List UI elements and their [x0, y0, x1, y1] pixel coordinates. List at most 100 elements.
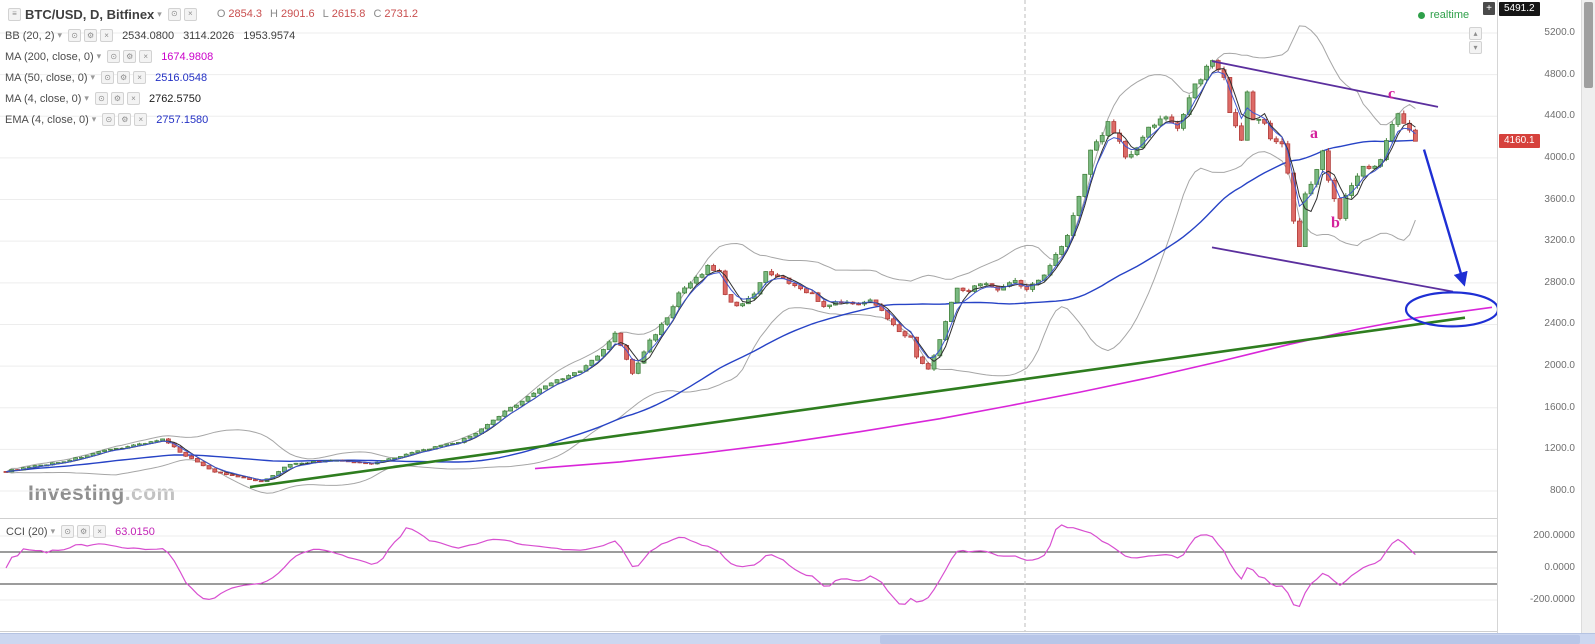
session-high-badge: 5491.2: [1499, 2, 1540, 16]
price-tick-label: 3600.0: [1544, 193, 1575, 205]
indicator-value: 1953.9574: [243, 29, 296, 42]
horizontal-scrollbar[interactable]: [0, 633, 1595, 644]
visibility-icon[interactable]: ⊙: [107, 50, 121, 63]
price-tick-label: 2800.0: [1544, 276, 1575, 288]
grid-lines: [0, 0, 1497, 632]
cci-tick-label: 0.0000: [1544, 562, 1575, 573]
support-trendline[interactable]: [249, 316, 1466, 489]
ohlc-label-c: C: [373, 8, 382, 20]
close-icon[interactable]: ×: [133, 71, 147, 84]
price-tick-label: 1200.0: [1544, 443, 1575, 455]
settings-icon[interactable]: ⚙: [117, 71, 131, 84]
menu-icon[interactable]: ≡: [8, 7, 21, 21]
visibility-icon[interactable]: ⊙: [101, 71, 115, 84]
indicator-row-ma4: MA (4, close, 0) ▾ ⊙ ⚙ × 2762.5750: [5, 88, 418, 109]
wave-label-c[interactable]: c: [1388, 86, 1395, 103]
indicator-row-ma200: MA (200, close, 0) ▾ ⊙ ⚙ × 1674.9808: [5, 46, 418, 67]
vertical-scrollbar-thumb[interactable]: [1584, 2, 1593, 88]
indicator-list: BB (20, 2) ▾ ⊙ ⚙ × 2534.0800 3114.2026 1953.957…: [5, 25, 418, 130]
cci-indicator-name[interactable]: CCI (20): [6, 525, 48, 538]
ohlc-label-o: O: [216, 8, 226, 20]
close-icon[interactable]: ×: [126, 92, 140, 105]
descending-trendline-lower[interactable]: [1211, 246, 1454, 293]
target-ellipse[interactable]: [1404, 291, 1497, 328]
visibility-icon[interactable]: ⊙: [61, 525, 75, 538]
settings-icon[interactable]: ⚙: [118, 113, 132, 126]
settings-icon[interactable]: ⚙: [123, 50, 137, 63]
indicator-row-ma50: MA (50, close, 0) ▾ ⊙ ⚙ × 2516.0548: [5, 67, 418, 88]
price-axis[interactable]: 5491.2 4160.1 5200.0 4800.0 4400.0 4000.0 36…: [1497, 0, 1581, 644]
indicator-value: 2757.1580: [156, 113, 209, 126]
investing-watermark: Investing.com: [28, 482, 176, 506]
indicator-row-bb: BB (20, 2) ▾ ⊙ ⚙ × 2534.0800 3114.2026 1953.957…: [5, 25, 418, 46]
realtime-label: realtime: [1430, 9, 1470, 21]
chevron-down-icon[interactable]: ▾: [157, 8, 162, 19]
price-tick-label: 2000.0: [1544, 360, 1575, 372]
close-icon[interactable]: ×: [139, 50, 153, 63]
price-tick-label: 4800.0: [1544, 68, 1575, 80]
chevron-down-icon[interactable]: ▾: [57, 30, 63, 40]
cci-tick-label: 200.0000: [1533, 530, 1575, 541]
last-price-badge: 4160.1: [1499, 134, 1540, 149]
realtime-status: realtime: [1418, 9, 1469, 21]
settings-icon[interactable]: ⚙: [110, 92, 124, 105]
close-icon[interactable]: ×: [93, 525, 107, 538]
ma50-line: [5, 139, 1416, 473]
indicator-name[interactable]: MA (4, close, 0): [5, 92, 82, 105]
cci-line: [5, 524, 1416, 608]
cci-value: 63.0150: [115, 525, 155, 538]
ohlc-label-h: H: [270, 8, 278, 20]
chevron-down-icon[interactable]: ▾: [91, 114, 97, 124]
symbol-title[interactable]: BTC/USD, D, Bitfinex: [25, 6, 155, 22]
indicator-name[interactable]: EMA (4, close, 0): [5, 113, 89, 126]
indicator-name[interactable]: MA (200, close, 0): [5, 50, 94, 63]
close-icon[interactable]: ×: [134, 113, 148, 126]
cci-tick-label: -200.0000: [1529, 594, 1575, 605]
ohlc-value-o: 2854.3: [228, 8, 263, 20]
visibility-icon[interactable]: ⊙: [68, 29, 82, 42]
ema4-line: [5, 71, 1416, 481]
indicator-value: 2516.0548: [155, 71, 208, 84]
price-tick-label: 1600.0: [1544, 401, 1575, 413]
cci-legend-row: CCI (20) ▾ ⊙ ⚙ × 63.0150: [6, 521, 155, 542]
indicator-name[interactable]: BB (20, 2): [5, 29, 55, 42]
price-tick-label: 2400.0: [1544, 318, 1575, 330]
close-icon[interactable]: ×: [100, 29, 114, 42]
chart-plot-area[interactable]: a b c: [0, 0, 1497, 632]
chevron-down-icon[interactable]: ▾: [84, 93, 89, 103]
settings-icon[interactable]: ⚙: [84, 29, 98, 42]
ohlc-label-l: L: [322, 8, 329, 20]
price-tick-label: 4400.0: [1544, 110, 1575, 122]
visibility-icon[interactable]: ⊙: [167, 7, 181, 21]
chevron-down-icon[interactable]: ▾: [50, 526, 56, 536]
scale-up-icon[interactable]: ▴: [1469, 27, 1482, 40]
vertical-scrollbar[interactable]: [1581, 0, 1595, 633]
wave-label-a[interactable]: a: [1310, 125, 1318, 142]
price-tick-label: 3200.0: [1544, 235, 1575, 247]
indicator-value: 1674.9808: [161, 50, 214, 63]
visibility-icon[interactable]: ⊙: [102, 113, 116, 126]
scale-down-icon[interactable]: ▾: [1469, 41, 1482, 54]
user-drawings[interactable]: a b c: [249, 60, 1497, 489]
plus-icon[interactable]: +: [1483, 2, 1495, 15]
projection-arrow[interactable]: [1422, 149, 1468, 287]
ohlc-value-l: 2615.8: [331, 8, 366, 20]
close-icon[interactable]: ×: [183, 7, 197, 21]
wave-label-b[interactable]: b: [1331, 215, 1340, 232]
chevron-down-icon[interactable]: ▾: [96, 51, 102, 61]
bollinger-lower-band: [5, 151, 1416, 494]
settings-icon[interactable]: ⚙: [77, 525, 91, 538]
ohlc-value-c: 2731.2: [384, 8, 419, 20]
chevron-down-icon[interactable]: ▾: [90, 72, 96, 82]
horizontal-scrollbar-thumb[interactable]: [880, 635, 1580, 644]
indicator-value: 2534.0800: [122, 29, 175, 42]
ohlc-readout: O 2854.3 H 2901.6 L 2615.8 C 2731.2: [209, 8, 418, 20]
price-tick-label: 5200.0: [1544, 27, 1575, 38]
visibility-icon[interactable]: ⊙: [94, 92, 108, 105]
legend-panel: ≡ BTC/USD, D, Bitfinex ▾ ⊙ × O 2854.3 H 290…: [5, 3, 418, 130]
price-tick-label: 4000.0: [1544, 151, 1575, 163]
descending-trendline-upper[interactable]: [1211, 60, 1439, 108]
indicator-value: 3114.2026: [183, 29, 235, 42]
indicator-name[interactable]: MA (50, close, 0): [5, 71, 88, 84]
